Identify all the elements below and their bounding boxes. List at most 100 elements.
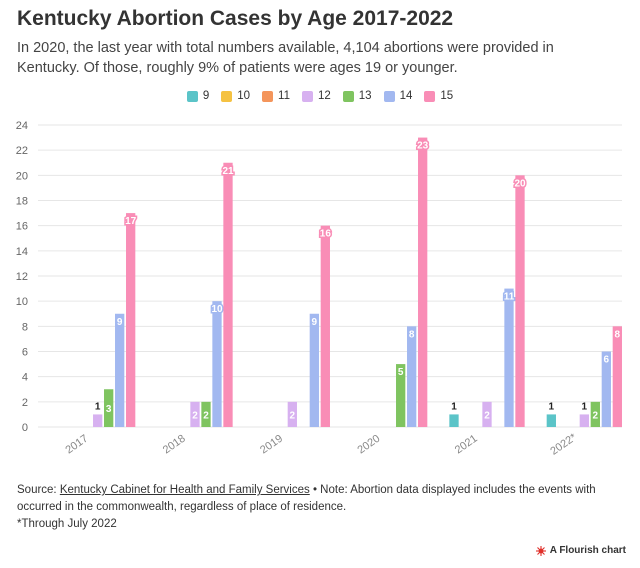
x-tick-label: 2020 <box>355 433 382 457</box>
bar <box>590 401 600 427</box>
y-tick-label: 20 <box>16 170 28 182</box>
data-label: 2 <box>192 410 198 421</box>
bar <box>223 162 233 427</box>
bar <box>126 213 136 427</box>
y-tick-label: 8 <box>22 321 28 333</box>
y-tick-label: 2 <box>22 397 28 409</box>
bar <box>104 389 114 427</box>
credit-label: A Flourish chart <box>549 545 626 556</box>
x-tick-label: 2019 <box>258 433 285 457</box>
y-tick-label: 0 <box>22 422 28 434</box>
bar <box>407 326 417 427</box>
footnote: *Through July 2022 <box>17 518 117 530</box>
bar <box>396 364 406 427</box>
data-label: 2 <box>484 410 490 421</box>
data-label: 5 <box>398 367 404 378</box>
data-label: 3 <box>106 404 112 415</box>
source-link[interactable]: Kentucky Cabinet for Health and Family S… <box>59 484 310 496</box>
legend-item-9[interactable]: 9 <box>186 90 210 102</box>
data-label: 17 <box>125 216 137 227</box>
legend-label: 11 <box>278 90 290 102</box>
bar <box>93 414 103 427</box>
legend-swatch <box>383 90 395 102</box>
data-label: 1 <box>95 401 101 412</box>
bar <box>449 414 459 427</box>
y-tick-label: 24 <box>16 120 28 132</box>
legend-item-12[interactable]: 12 <box>301 90 331 102</box>
bar <box>309 313 319 427</box>
y-tick-label: 14 <box>16 246 28 258</box>
legend-swatch <box>262 90 274 102</box>
legend-label: 15 <box>440 90 454 102</box>
y-tick-label: 4 <box>22 372 28 384</box>
bar <box>515 175 525 427</box>
data-label: 16 <box>320 229 332 240</box>
data-label: 8 <box>409 329 415 340</box>
data-label: 10 <box>211 304 223 315</box>
bar <box>115 313 125 427</box>
x-tick-label: 2018 <box>161 433 188 457</box>
note-text: Note: Abortion data displayed includes t… <box>17 484 596 513</box>
data-label: 6 <box>604 355 610 366</box>
bar <box>482 401 492 427</box>
bar <box>287 401 297 427</box>
legend-label: 9 <box>202 90 210 102</box>
chart-title: Kentucky Abortion Cases by Age 2017-2022 <box>17 7 454 30</box>
legend-swatch <box>186 90 198 102</box>
legend-label: 14 <box>399 90 413 102</box>
flourish-logo-icon <box>535 545 546 556</box>
legend-label: 13 <box>358 90 372 102</box>
x-tick-label: 2021 <box>453 433 480 457</box>
bar <box>320 225 330 427</box>
source-prefix: Source: <box>17 484 60 496</box>
y-tick-label: 16 <box>16 221 28 233</box>
data-label: 2 <box>203 410 209 421</box>
legend-item-15[interactable]: 15 <box>424 90 453 102</box>
legend-swatch <box>342 90 354 102</box>
legend-swatch <box>424 90 436 102</box>
data-label: 23 <box>417 141 429 152</box>
data-label: 2 <box>593 410 599 421</box>
legend: 9 10 11 12 13 14 15 <box>0 90 640 102</box>
y-tick-label: 6 <box>22 347 28 359</box>
data-label: 8 <box>615 329 621 340</box>
legend-item-13[interactable]: 13 <box>342 90 372 102</box>
source-note: Source: Kentucky Cabinet for Health and … <box>17 482 617 516</box>
data-label: 1 <box>549 401 555 412</box>
data-label: 2 <box>290 410 296 421</box>
chart-footer: Source: Kentucky Cabinet for Health and … <box>17 482 617 533</box>
bar <box>504 288 514 427</box>
bar <box>418 137 428 428</box>
bar <box>190 401 200 427</box>
bar <box>546 414 556 427</box>
flourish-credit[interactable]: A Flourish chart <box>535 545 626 556</box>
legend-label: 10 <box>237 90 251 102</box>
y-tick-label: 10 <box>16 296 28 308</box>
data-label: 21 <box>222 166 234 177</box>
y-tick-label: 18 <box>16 196 28 208</box>
chart-subtitle: In 2020, the last year with total number… <box>17 40 554 76</box>
data-label: 9 <box>117 317 123 328</box>
legend-label: 12 <box>317 90 331 102</box>
data-label: 20 <box>514 178 526 189</box>
legend-item-10[interactable]: 10 <box>221 90 250 102</box>
legend-swatch <box>221 90 233 102</box>
legend-item-14[interactable]: 14 <box>383 90 413 102</box>
data-label: 11 <box>504 292 515 303</box>
legend-swatch <box>301 90 313 102</box>
x-tick-label: 2022* <box>548 431 579 458</box>
y-tick-label: 22 <box>16 145 28 157</box>
bar <box>579 414 589 427</box>
legend-item-11[interactable]: 11 <box>262 90 290 102</box>
data-label: 1 <box>451 401 457 412</box>
bar <box>612 326 622 427</box>
y-tick-label: 12 <box>16 271 28 283</box>
bar <box>601 351 611 427</box>
bar <box>201 401 211 427</box>
x-tick-label: 2017 <box>63 433 90 457</box>
data-label: 9 <box>312 317 318 328</box>
bar <box>212 301 222 427</box>
data-label: 1 <box>582 401 588 412</box>
bullet-separator: • <box>309 484 321 496</box>
